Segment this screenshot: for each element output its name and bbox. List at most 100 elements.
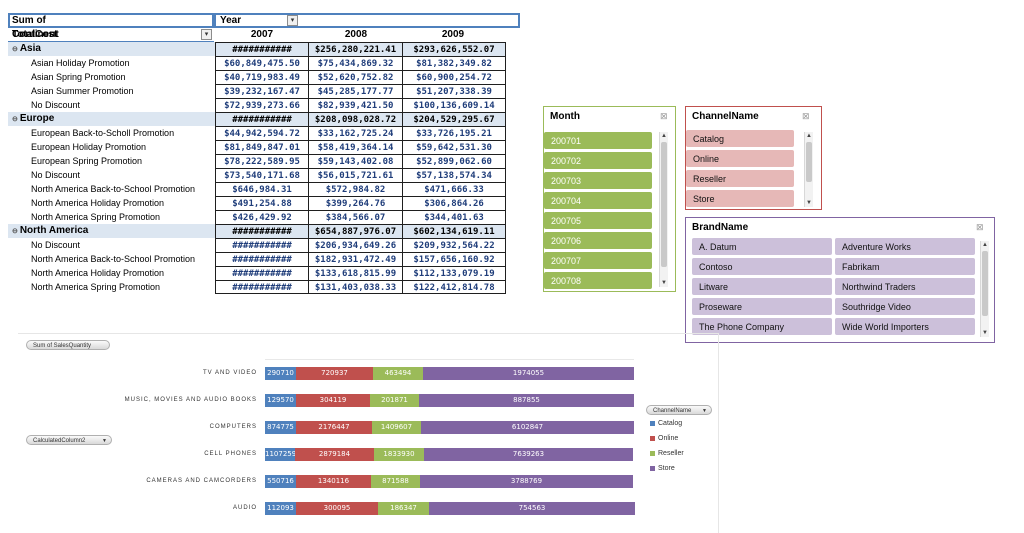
brand-slicer-item[interactable]: Proseware <box>692 298 832 315</box>
pivot-row-label[interactable]: ⊖ Asia <box>8 42 214 56</box>
brand-slicer-item[interactable]: Litware <box>692 278 832 295</box>
bar-segment-store[interactable]: 754563 <box>429 502 635 515</box>
bar-segment-online[interactable]: 1340116 <box>296 475 371 488</box>
legend-field-button-label: ChannelName <box>653 408 692 414</box>
month-slicer-scrollbar[interactable]: ▲ ▼ <box>659 132 668 287</box>
month-slicer-item[interactable]: 200707 <box>544 252 652 269</box>
collapse-icon[interactable]: ⊖ <box>12 116 20 123</box>
scroll-thumb[interactable] <box>806 142 812 182</box>
bar-segment-online[interactable]: 2879184 <box>295 448 374 461</box>
pivot-cell: $33,726,195.21 <box>403 126 506 140</box>
pivot-group-row: ⊖ Europe ########### $208,098,028.72 $204,5… <box>8 112 506 126</box>
bar-segment-catalog[interactable]: 129570 <box>265 394 296 407</box>
year-filter-dropdown[interactable]: ▾ <box>287 15 298 26</box>
brand-slicer-item[interactable]: Adventure Works <box>835 238 975 255</box>
pivot-cell: $45,285,177.77 <box>309 84 403 98</box>
bar-segment-catalog[interactable]: 112093 <box>265 502 296 515</box>
channel-slicer-item[interactable]: Online <box>686 150 794 167</box>
bar-segment-store[interactable]: 7639263 <box>424 448 633 461</box>
pivot-row: North America Holiday Promotion #########… <box>8 266 506 280</box>
pivot-row: European Back-to-Scholl Promotion $44,942… <box>8 126 506 140</box>
pivot-chart: Sum of SalesQuantity CalculatedColumn2 ▼… <box>18 333 719 533</box>
chart-gridline <box>265 359 634 360</box>
brand-slicer-item[interactable]: Fabrikam <box>835 258 975 275</box>
pivot-value-header: Sum of TotalCost <box>12 15 58 40</box>
scroll-thumb[interactable] <box>982 251 988 316</box>
bar-segment-reseller[interactable]: 463494 <box>373 367 423 380</box>
legend-swatch <box>650 420 655 426</box>
scroll-up-icon[interactable]: ▲ <box>661 133 667 139</box>
month-slicer-item[interactable]: 200706 <box>544 232 652 249</box>
category-label: COMPUTERS <box>209 424 257 430</box>
legend-field-button[interactable]: ChannelName ▼ <box>646 405 712 415</box>
bar-segment-catalog[interactable]: 550716 <box>265 475 296 488</box>
collapse-icon[interactable]: ⊖ <box>12 228 20 235</box>
value-field-button[interactable]: Sum of SalesQuantity <box>26 340 110 350</box>
channel-slicer-scrollbar[interactable]: ▲ ▼ <box>804 132 813 207</box>
bar-segment-catalog[interactable]: 290710 <box>265 367 296 380</box>
pivot-cell: ########### <box>215 238 309 252</box>
bar-segment-catalog[interactable]: 874775 <box>265 421 296 434</box>
pivot-cell: ########### <box>215 224 309 238</box>
scroll-up-icon[interactable]: ▲ <box>806 133 812 139</box>
brand-slicer-item[interactable]: Southridge Video <box>835 298 975 315</box>
bar-segment-reseller[interactable]: 201871 <box>370 394 419 407</box>
clear-filter-icon[interactable]: ⊠ <box>976 222 984 232</box>
month-slicer-item[interactable]: 200703 <box>544 172 652 189</box>
month-slicer-item[interactable]: 200704 <box>544 192 652 209</box>
category-label: TV AND VIDEO <box>202 370 257 376</box>
channel-slicer-item[interactable]: Reseller <box>686 170 794 187</box>
bar-segment-store[interactable]: 3788769 <box>420 475 633 488</box>
brand-slicer-scrollbar[interactable]: ▲ ▼ <box>980 241 989 337</box>
pivot-row-label[interactable]: ⊖ Europe <box>8 112 214 126</box>
pivot-cell: $40,719,983.49 <box>215 70 309 84</box>
pivot-cell: $72,939,273.66 <box>215 98 309 112</box>
scroll-up-icon[interactable]: ▲ <box>982 242 988 248</box>
pivot-cell: $100,136,609.14 <box>403 98 506 112</box>
axis-field-button[interactable]: CalculatedColumn2 ▼ <box>26 435 112 445</box>
scroll-down-icon[interactable]: ▼ <box>806 200 812 206</box>
bar-segment-reseller[interactable]: 871588 <box>371 475 420 488</box>
bar-segment-reseller[interactable]: 1409607 <box>372 421 421 434</box>
continent-filter-dropdown[interactable]: ▾ <box>201 29 212 40</box>
month-slicer-item[interactable]: 200702 <box>544 152 652 169</box>
scroll-thumb[interactable] <box>661 142 667 267</box>
bar-segment-reseller[interactable]: 186347 <box>378 502 429 515</box>
collapse-icon[interactable]: ⊖ <box>12 46 20 53</box>
month-slicer-item[interactable]: 200705 <box>544 212 652 229</box>
bar-segment-online[interactable]: 300095 <box>296 502 378 515</box>
bar-segment-catalog[interactable]: 1107259 <box>265 448 295 461</box>
channel-slicer-item[interactable]: Catalog <box>686 130 794 147</box>
pivot-cell: $81,382,349.82 <box>403 56 506 70</box>
legend-swatch <box>650 465 655 471</box>
bar-segment-reseller[interactable]: 1833930 <box>374 448 424 461</box>
bar-segment-online[interactable]: 304119 <box>296 394 370 407</box>
brand-slicer-item[interactable]: Wide World Importers <box>835 318 975 335</box>
month-slicer: Month ⊠ 200701 200702 200703 200704 200705 20… <box>543 106 676 292</box>
category-label: MUSIC, MOVIES AND AUDIO BOOKS <box>124 397 257 403</box>
bar-segment-store[interactable]: 1974055 <box>423 367 634 380</box>
bar-segment-store[interactable]: 887855 <box>419 394 634 407</box>
scroll-down-icon[interactable]: ▼ <box>982 330 988 336</box>
pivot-group-label: Asia <box>19 43 41 54</box>
category-label: CELL PHONES <box>204 451 257 457</box>
brand-slicer-item[interactable]: Contoso <box>692 258 832 275</box>
brand-slicer-item[interactable]: A. Datum <box>692 238 832 255</box>
clear-filter-icon[interactable]: ⊠ <box>802 111 810 121</box>
bar-segment-store[interactable]: 6102847 <box>421 421 634 434</box>
pivot-cell: $60,900,254.72 <box>403 70 506 84</box>
clear-filter-icon[interactable]: ⊠ <box>660 111 668 121</box>
bar-segment-online[interactable]: 720937 <box>296 367 373 380</box>
channel-slicer-item[interactable]: Store <box>686 190 794 207</box>
pivot-cell: $133,618,815.99 <box>309 266 403 280</box>
brand-slicer-item[interactable]: The Phone Company <box>692 318 832 335</box>
bar-segment-online[interactable]: 2176447 <box>296 421 372 434</box>
brand-slicer-item[interactable]: Northwind Traders <box>835 278 975 295</box>
month-slicer-item[interactable]: 200701 <box>544 132 652 149</box>
pivot-row: No Discount $72,939,273.66 $82,939,421.50 $… <box>8 98 506 112</box>
scroll-down-icon[interactable]: ▼ <box>661 280 667 286</box>
pivot-row-label[interactable]: ⊖ North America <box>8 224 214 238</box>
pivot-row-label: North America Holiday Promotion <box>31 198 165 208</box>
month-slicer-item[interactable]: 200708 <box>544 272 652 289</box>
pivot-cell: $82,939,421.50 <box>309 98 403 112</box>
